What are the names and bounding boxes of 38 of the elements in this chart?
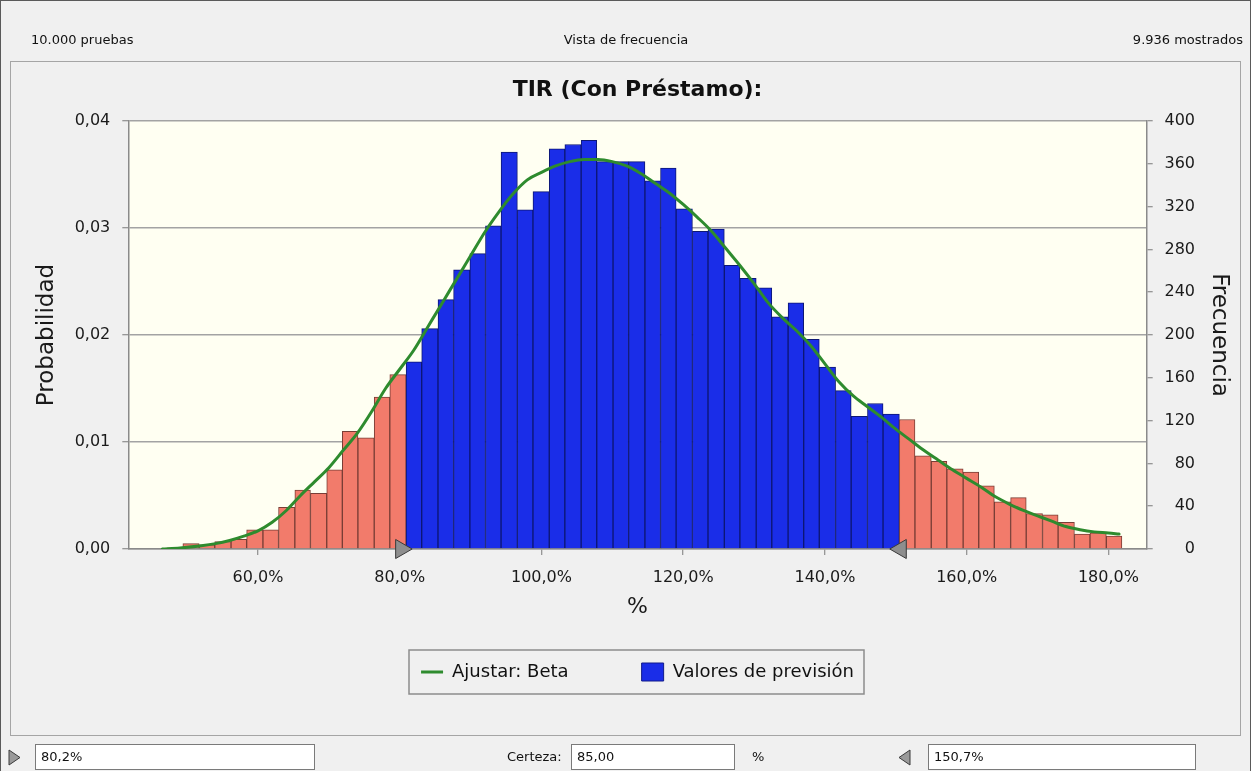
text: 9.936 mostrados (1132, 32, 1243, 48)
y2-tick-label: 120 (1164, 409, 1195, 429)
y-tick-label: 0,00 (74, 538, 111, 558)
y2-tick-label: 400 (1164, 110, 1195, 130)
y2-tick-label: 40 (1174, 495, 1195, 515)
y2-tick-label: 320 (1164, 195, 1195, 215)
text: 10.000 pruebas (31, 32, 134, 48)
y-tick-label: 0,03 (74, 217, 111, 237)
y-tick-label: 0,04 (74, 110, 111, 130)
y2-tick-label: 160 (1164, 366, 1195, 386)
text: Certeza: (507, 749, 562, 765)
y2-tick-label: 0 (1184, 538, 1195, 558)
y2-tick-label: 280 (1164, 238, 1195, 258)
text: Vista de frecuencia (563, 32, 689, 47)
x-tick-label: 80,0% (374, 566, 426, 586)
y2-tick-label: 360 (1164, 152, 1195, 172)
line-series (160, 158, 1121, 549)
x-tick-label: 120,0% (652, 566, 714, 586)
chart-title: TIR (Con Préstamo): (512, 75, 763, 101)
y-tick-label: 0,02 (74, 324, 111, 344)
y2-tick-label: 200 (1164, 324, 1195, 344)
x-axis-title: % (627, 592, 648, 618)
x-tick-label: 60,0% (232, 566, 284, 586)
x-tick-label: 100,0% (510, 566, 572, 586)
y2-axis-title: Frecuencia (1208, 273, 1235, 397)
text-field: 85,00 (571, 744, 735, 770)
y2-tick-label: 240 (1164, 281, 1195, 301)
legend-label: Ajustar: Beta (452, 659, 569, 681)
legend-label: Valores de previsión (672, 659, 854, 681)
y2-tick-label: 80 (1174, 452, 1195, 472)
x-tick-label: 160,0% (936, 566, 998, 586)
y-tick-label: 0,01 (74, 431, 111, 451)
x-tick-label: 140,0% (794, 566, 856, 586)
text: % (752, 749, 765, 765)
text-field: 150,7% (928, 744, 1196, 770)
text-field: 80,2% (35, 744, 315, 770)
y-axis-title: Probabilidad (32, 263, 59, 407)
x-tick-label: 180,0% (1077, 566, 1139, 586)
